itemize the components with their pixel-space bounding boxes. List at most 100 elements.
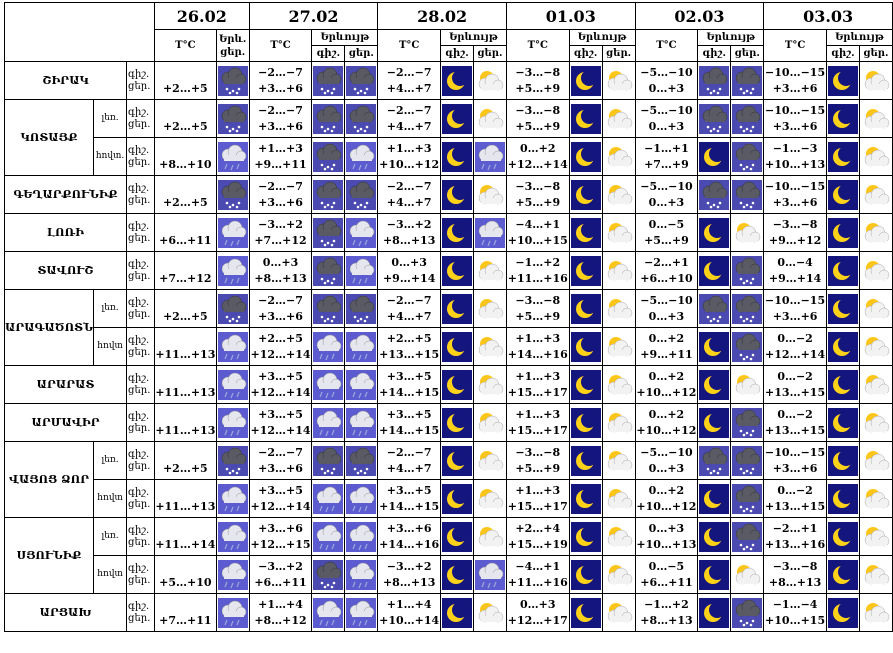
weather-icon-moon xyxy=(570,141,601,172)
weather-icon-snow xyxy=(732,445,763,476)
raindrop xyxy=(230,354,234,360)
icon-cell xyxy=(568,517,603,556)
icon-cell xyxy=(311,137,346,176)
icon-cell xyxy=(697,137,732,176)
night-label: գիշ. xyxy=(128,220,150,232)
night-temp: +1…+3 xyxy=(515,369,561,383)
snowflake xyxy=(751,353,755,356)
icon-cell xyxy=(344,99,379,138)
weather-icon-sun-cloud xyxy=(603,331,634,362)
raindrop xyxy=(230,240,234,246)
night-temp: −2…−7 xyxy=(258,445,303,459)
moon-shadow xyxy=(837,183,854,200)
weather-icon-moon xyxy=(827,217,858,248)
night-temp: +3…+5 xyxy=(258,407,303,421)
period-labels: գիշ. ցեր. xyxy=(126,61,155,100)
temps: +1…+3 +15…+17 xyxy=(505,365,570,404)
cloud-part xyxy=(223,230,244,237)
temps: +7…+11 xyxy=(154,593,217,632)
snowflake xyxy=(709,471,713,474)
day-temp: +9…+14 xyxy=(382,271,436,285)
weather-icon-sun-cloud xyxy=(603,217,634,248)
day-temp: +9…+12 xyxy=(768,233,822,247)
night-label: գիշ. xyxy=(128,372,150,384)
icon-cell xyxy=(440,137,474,176)
day-temp: +10…+13 xyxy=(765,157,826,171)
night-temp: −2…−7 xyxy=(258,103,303,117)
icon-cell xyxy=(568,213,603,252)
raindrop xyxy=(236,163,240,169)
date: 03.03 xyxy=(803,6,854,26)
icon-cell xyxy=(344,175,379,214)
icon-cell xyxy=(730,99,765,138)
temps: +1…+4 +10…+14 xyxy=(377,593,442,632)
snowflake xyxy=(716,205,720,208)
snowflake xyxy=(366,87,369,90)
icon-cell xyxy=(568,593,603,632)
night-temp: −10…−15 xyxy=(765,179,826,193)
period-labels: գիշ. ցեր. xyxy=(126,479,155,518)
raindrop xyxy=(224,581,228,587)
day-temp: +9…+11 xyxy=(254,157,307,171)
weather-icon-rain xyxy=(313,331,344,362)
snowflake xyxy=(751,87,755,90)
weather-icon-sun-cloud xyxy=(474,331,505,362)
raindrop xyxy=(352,163,356,169)
phen-label: Երևույթ xyxy=(320,32,370,43)
night-header: գիշ. xyxy=(697,45,732,62)
raindrop xyxy=(481,581,485,587)
cloud-part xyxy=(480,539,501,546)
cloud-part xyxy=(866,311,887,318)
weather-icon-snow xyxy=(732,521,763,552)
day-temp: +7…+11 xyxy=(159,613,212,627)
snowflake xyxy=(324,205,327,208)
icon-cell xyxy=(730,593,765,632)
weather-icon-sun-cloud xyxy=(474,407,505,438)
night-temp: +3…+5 xyxy=(386,369,432,383)
moon-shadow xyxy=(837,373,854,390)
spacer xyxy=(155,217,215,233)
temps: −10…−15 +3…+6 xyxy=(763,99,827,138)
zone-name: հովտ. xyxy=(95,151,125,161)
date-header: 28.02 xyxy=(377,2,507,30)
icon-cell xyxy=(344,555,379,594)
period-labels: գիշ. ցեր. xyxy=(126,213,155,252)
icon-cell xyxy=(730,289,765,328)
moon-shadow xyxy=(709,259,726,276)
weather-icon-rain xyxy=(346,559,377,590)
period-labels: գիշ. ցեր. xyxy=(126,555,155,594)
snowflake xyxy=(749,205,753,208)
snowflake xyxy=(354,125,357,128)
icon-cell xyxy=(858,61,893,100)
icon-cell xyxy=(697,555,732,594)
weather-icon-moon xyxy=(442,65,472,96)
temps: 0…−2 +13…+15 xyxy=(763,403,827,442)
raindrop xyxy=(352,429,356,435)
temps: −4…+1 +10…+15 xyxy=(505,213,570,252)
weather-icon-sun-cloud xyxy=(732,559,763,590)
weather-icon-sun-cloud xyxy=(860,293,891,324)
snowflake xyxy=(749,281,753,284)
icon-cell xyxy=(568,441,603,480)
temps: −5…−10 0…+3 xyxy=(634,61,699,100)
weather-icon-rain xyxy=(217,369,248,400)
weather-icon-sun-cloud xyxy=(474,293,505,324)
night-label: գիշ. xyxy=(128,106,150,118)
snowflake xyxy=(331,585,334,588)
weather-icon-rain xyxy=(217,255,248,286)
weather-icon-snow xyxy=(313,293,344,324)
temps: −10…−15 +3…+6 xyxy=(763,175,827,214)
weather-icon-snow xyxy=(732,103,763,134)
day-label: ցեր. xyxy=(128,194,151,206)
snowflake xyxy=(718,201,722,204)
weather-icon-rain xyxy=(217,521,248,552)
snowflake xyxy=(237,201,240,204)
snowflake xyxy=(235,319,238,322)
night-label: գիշ. xyxy=(128,334,150,346)
night-temp: −1…+2 xyxy=(515,255,561,269)
icon-cell xyxy=(472,593,507,632)
night-temp: +3…+5 xyxy=(386,483,432,497)
moon-shadow xyxy=(452,259,468,276)
temps: +11…+13 xyxy=(154,365,217,404)
snowflake xyxy=(321,87,324,90)
